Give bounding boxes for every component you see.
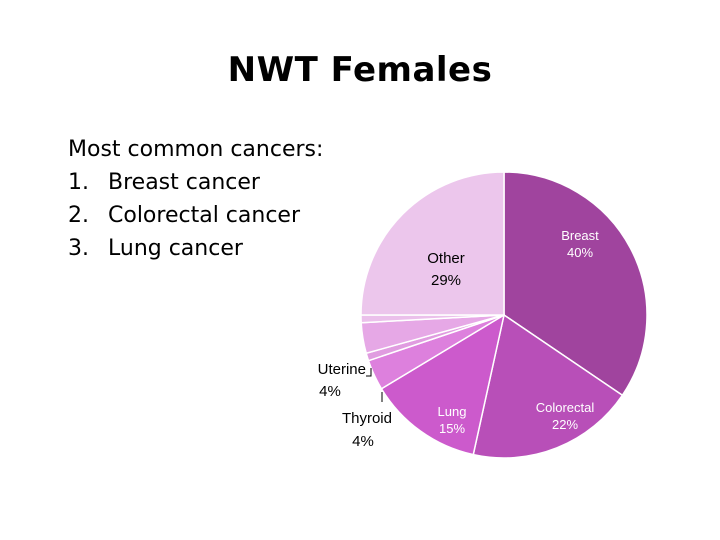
colorectal-label: Colorectal (536, 400, 595, 415)
lung-value: 15% (439, 421, 465, 436)
uterine-leader-line (366, 368, 372, 377)
list-item: 1. Breast cancer (68, 166, 323, 199)
other-label: Other (427, 250, 465, 267)
thyroid-label: Thyroid (342, 410, 392, 427)
thyroid-value: 4% (352, 433, 374, 450)
other-value: 29% (431, 272, 461, 289)
pie-slices (360, 171, 648, 459)
slide-title: NWT Females (227, 50, 493, 90)
uterine-value: 4% (319, 383, 341, 400)
breast-value: 40% (567, 245, 593, 260)
list-item-number: 3. (68, 236, 89, 261)
list-item-number: 1. (68, 170, 89, 195)
list-intro-text: Most common cancers: (68, 137, 324, 162)
list-item-text: Breast cancer (108, 170, 260, 195)
list-item-number: 2. (68, 203, 89, 228)
list-item: 2. Colorectal cancer (68, 199, 323, 232)
cancer-list: Most common cancers: 1. Breast cancer 2.… (68, 133, 323, 265)
breast-slice (503, 171, 648, 397)
uterine-label: Uterine (318, 361, 366, 378)
list-item-text: Colorectal cancer (108, 203, 300, 228)
lung-label: Lung (438, 404, 467, 419)
colorectal-slice (472, 313, 624, 459)
list-item-text: Lung cancer (108, 236, 243, 261)
list-item: 3. Lung cancer (68, 232, 323, 265)
other-slice (360, 171, 505, 316)
lung-slice (380, 313, 506, 456)
breast-label: Breast (561, 228, 599, 243)
list-intro: Most common cancers: (68, 133, 323, 166)
colorectal-value: 22% (552, 417, 578, 432)
